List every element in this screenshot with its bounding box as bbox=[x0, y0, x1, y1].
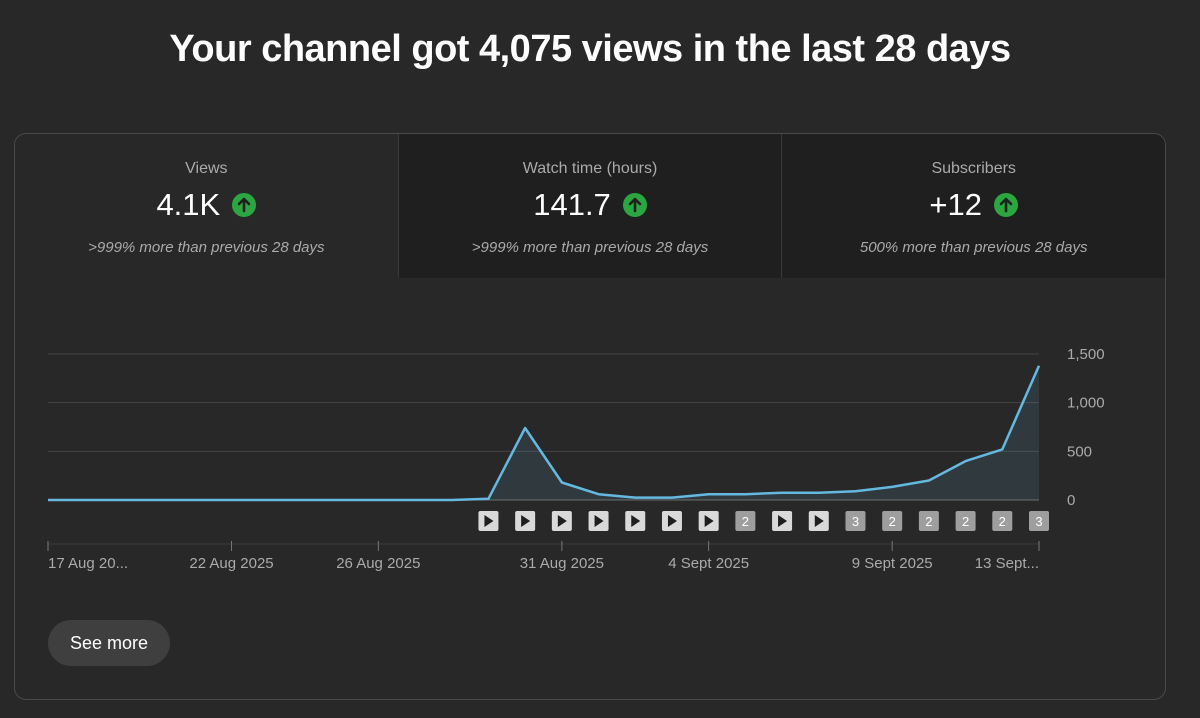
data-point bbox=[300, 495, 310, 505]
data-point bbox=[410, 495, 420, 505]
video-upload-marker[interactable] bbox=[772, 511, 793, 531]
y-tick-label: 500 bbox=[1067, 443, 1092, 460]
data-point bbox=[630, 493, 640, 503]
data-point bbox=[997, 444, 1007, 454]
play-icon bbox=[557, 515, 567, 527]
series-line bbox=[48, 365, 1041, 502]
upload-count: 3 bbox=[852, 514, 859, 529]
trend-up-icon bbox=[622, 193, 647, 217]
video-upload-marker[interactable] bbox=[515, 511, 536, 531]
multi-upload-marker[interactable]: 3 bbox=[845, 511, 866, 531]
data-point bbox=[740, 489, 750, 499]
data-point bbox=[116, 495, 126, 505]
metric-delta: >999% more than previous 28 days bbox=[471, 239, 709, 256]
metric-value: 4.1K bbox=[156, 187, 221, 222]
play-icon bbox=[521, 515, 531, 527]
data-point bbox=[190, 495, 200, 505]
x-tick-label: 26 Aug 2025 bbox=[336, 555, 420, 572]
upload-count: 2 bbox=[889, 514, 896, 529]
video-upload-marker[interactable] bbox=[478, 511, 499, 531]
data-point bbox=[337, 495, 347, 505]
data-point bbox=[373, 495, 383, 505]
x-tick-label: 4 Sept 2025 bbox=[668, 555, 749, 572]
play-icon bbox=[704, 515, 714, 527]
data-point bbox=[667, 493, 677, 503]
upload-count: 2 bbox=[742, 514, 749, 529]
play-icon bbox=[778, 515, 788, 527]
multi-upload-marker[interactable]: 3 bbox=[1029, 511, 1049, 531]
play-icon bbox=[667, 515, 677, 527]
trend-up-icon bbox=[232, 193, 257, 217]
data-point bbox=[520, 423, 530, 433]
data-point bbox=[594, 489, 604, 499]
metric-tab-subscribers[interactable]: Subscribers +12 500% more than previous … bbox=[781, 134, 1165, 278]
data-point bbox=[263, 495, 273, 505]
metric-tab-views[interactable]: Views 4.1K >999% more than previous 28 d… bbox=[15, 134, 398, 278]
upload-count: 3 bbox=[1035, 514, 1042, 529]
video-upload-marker[interactable] bbox=[588, 511, 609, 531]
data-point bbox=[227, 495, 237, 505]
upload-count: 2 bbox=[999, 514, 1006, 529]
x-tick-label: 22 Aug 2025 bbox=[189, 555, 273, 572]
data-point bbox=[924, 476, 934, 486]
metric-value: +12 bbox=[929, 187, 982, 222]
x-tick-label: 17 Aug 20... bbox=[48, 555, 128, 572]
video-upload-marker[interactable] bbox=[808, 511, 829, 531]
multi-upload-marker[interactable]: 2 bbox=[992, 511, 1013, 531]
y-tick-label: 0 bbox=[1067, 492, 1075, 509]
play-icon bbox=[594, 515, 604, 527]
multi-upload-marker[interactable]: 2 bbox=[735, 511, 756, 531]
metric-delta: 500% more than previous 28 days bbox=[859, 239, 1088, 256]
play-icon bbox=[484, 515, 494, 527]
y-tick-label: 1,000 bbox=[1067, 395, 1105, 412]
data-point bbox=[557, 477, 567, 487]
data-point bbox=[483, 494, 493, 504]
x-tick-label: 31 Aug 2025 bbox=[520, 555, 604, 572]
trend-up-icon bbox=[993, 193, 1018, 217]
see-more-button[interactable]: See more bbox=[48, 620, 170, 666]
analytics-card: Views 4.1K >999% more than previous 28 d… bbox=[14, 133, 1166, 700]
metric-tabs: Views 4.1K >999% more than previous 28 d… bbox=[15, 134, 1165, 278]
metric-label: Subscribers bbox=[931, 160, 1016, 177]
multi-upload-marker[interactable]: 2 bbox=[918, 511, 939, 531]
data-point bbox=[961, 456, 971, 466]
video-upload-marker[interactable] bbox=[698, 511, 719, 531]
metric-label: Watch time (hours) bbox=[522, 160, 658, 177]
data-point bbox=[80, 495, 90, 505]
play-icon bbox=[814, 515, 824, 527]
x-tick-label: 9 Sept 2025 bbox=[852, 555, 933, 572]
data-point bbox=[153, 495, 163, 505]
page-title: Your channel got 4,075 views in the last… bbox=[169, 28, 1011, 70]
metric-delta: >999% more than previous 28 days bbox=[88, 239, 325, 256]
data-point bbox=[704, 489, 714, 499]
y-tick-label: 1,500 bbox=[1067, 346, 1105, 363]
x-tick-label: 13 Sept... bbox=[975, 555, 1039, 572]
series-area bbox=[48, 365, 1039, 500]
metric-tab-watch-time[interactable]: Watch time (hours) 141.7 >999% more than… bbox=[397, 134, 782, 278]
metric-label: Views bbox=[185, 160, 228, 177]
metric-value: 141.7 bbox=[533, 187, 611, 222]
data-point bbox=[814, 488, 824, 498]
data-point bbox=[850, 486, 860, 496]
data-point bbox=[1034, 361, 1044, 371]
video-upload-marker[interactable] bbox=[551, 511, 572, 531]
play-icon bbox=[631, 515, 641, 527]
upload-count: 2 bbox=[962, 514, 969, 529]
multi-upload-marker[interactable]: 2 bbox=[882, 511, 903, 531]
video-upload-marker[interactable] bbox=[625, 511, 646, 531]
multi-upload-marker[interactable]: 2 bbox=[955, 511, 976, 531]
data-point bbox=[777, 488, 787, 498]
data-point bbox=[43, 495, 53, 505]
data-point bbox=[447, 495, 457, 505]
upload-count: 2 bbox=[925, 514, 932, 529]
video-upload-marker[interactable] bbox=[661, 511, 682, 531]
data-point bbox=[887, 482, 897, 492]
